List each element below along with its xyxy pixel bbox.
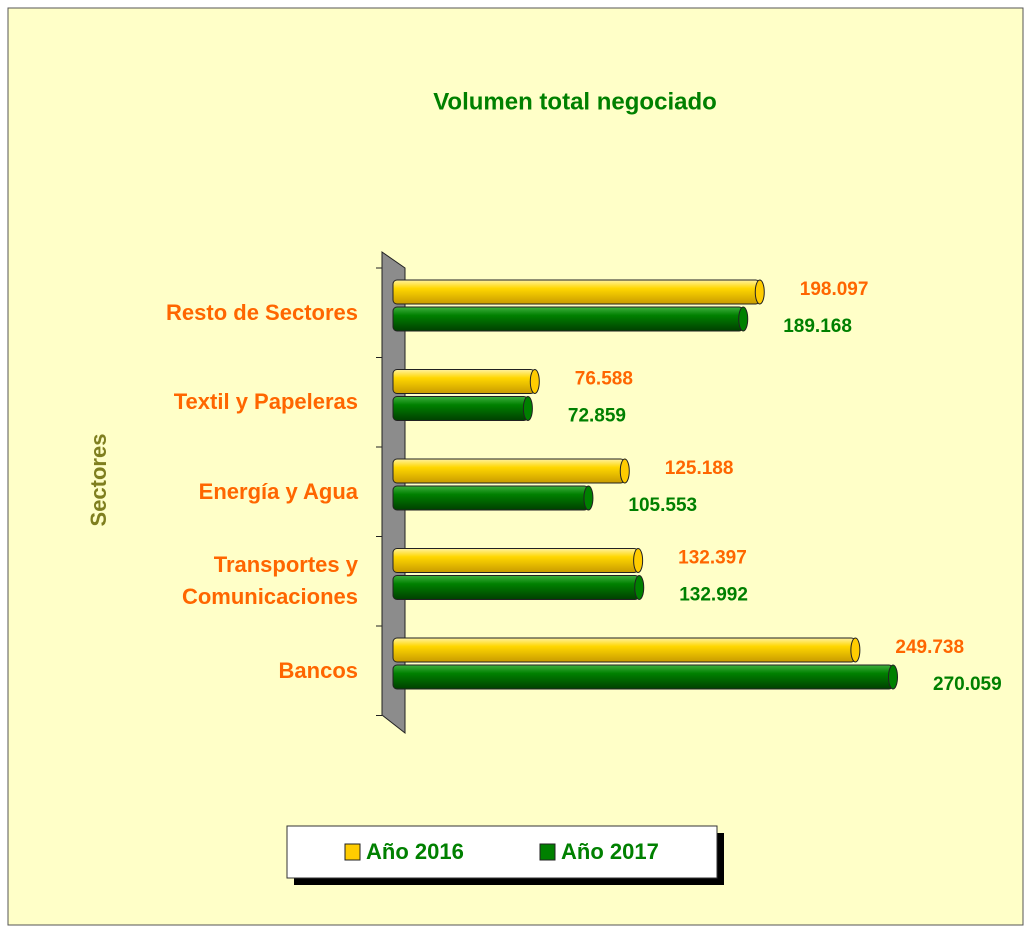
legend-label: Año 2016 [366,839,464,864]
category-label: Energía y Agua [198,478,358,504]
value-label: 105.553 [628,495,697,516]
bar [392,664,894,690]
bar [392,485,589,511]
bar [392,396,529,421]
bar-cap [634,575,645,600]
bar [392,306,744,332]
category-label: Textil y Papeleras [173,389,358,415]
chart-title: Volumen total negociado [433,88,717,115]
value-label: 189.168 [783,316,852,337]
category-label: Resto de Sectores [166,299,358,325]
category-label: Transportes y Comunicaciones [181,552,358,610]
y-axis-title: Sectores [86,434,111,527]
bar-cap [583,485,594,511]
value-label: 125.188 [665,458,734,479]
bar-cap [850,637,861,663]
legend-swatch [344,843,361,861]
bar-cap [754,279,765,305]
bar [392,458,626,484]
bar-cap [888,664,898,690]
bar [392,369,536,394]
bar-cap [738,306,749,332]
legend-label: Año 2017 [561,839,659,864]
bar [392,548,639,573]
value-label: 270.059 [933,674,1002,695]
bar-cap [529,369,540,394]
value-label: 132.397 [678,548,747,569]
category-label: Bancos [278,657,358,683]
value-label: 76.588 [575,369,633,390]
value-label: 198.097 [800,279,869,300]
value-label: 72.859 [568,406,626,427]
legend-swatch [539,843,556,861]
bar [392,575,640,600]
bar-cap [522,396,533,421]
bar [392,279,761,305]
value-label: 249.738 [895,637,964,658]
bar [392,637,856,663]
bar-cap [619,458,630,484]
value-label: 132.992 [679,585,748,606]
bar-cap [633,548,644,573]
